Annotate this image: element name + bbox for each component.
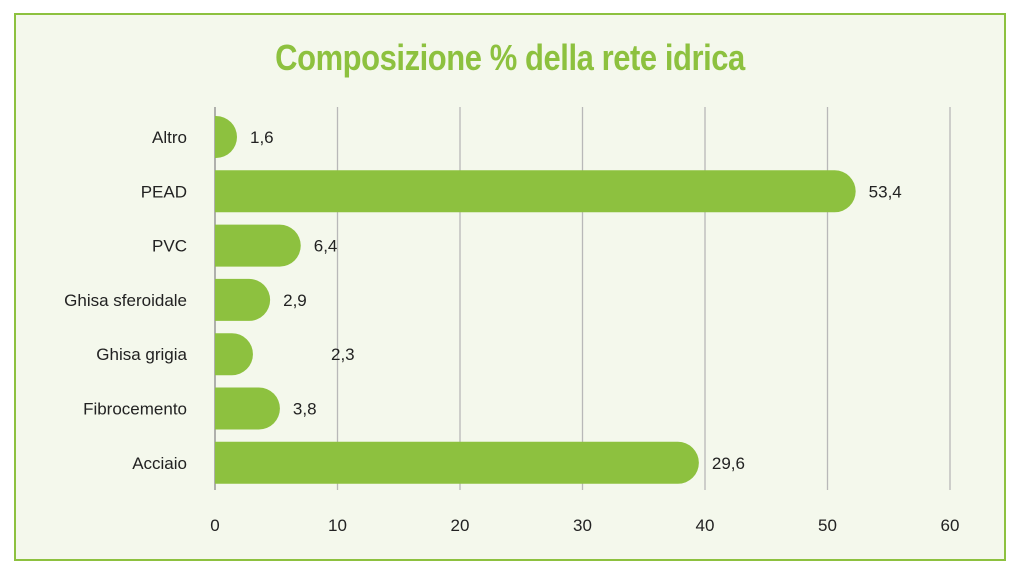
bar-acciaio — [215, 441, 699, 484]
x-tick-label-50: 50 — [818, 516, 837, 535]
category-label-pead: PEAD — [141, 182, 187, 201]
data-label-fibrocemento: 3,8 — [293, 400, 317, 419]
category-label-fibrocemento: Fibrocemento — [83, 400, 187, 419]
bar-pvc — [215, 224, 301, 267]
category-label-altro: Altro — [152, 128, 187, 147]
category-label-pvc: PVC — [152, 237, 187, 256]
bar-pead — [215, 170, 856, 213]
x-tick-label-60: 60 — [941, 516, 960, 535]
x-tick-label-30: 30 — [573, 516, 592, 535]
x-tick-label-20: 20 — [451, 516, 470, 535]
data-label-pead: 53,4 — [869, 182, 902, 201]
x-tick-label-10: 10 — [328, 516, 347, 535]
chart-title: Composizione % della rete idrica — [275, 37, 745, 78]
bar-fibrocemento — [215, 387, 280, 430]
category-label-ghisa-sferoidale: Ghisa sferoidale — [64, 291, 187, 310]
data-label-pvc: 6,4 — [314, 237, 338, 256]
data-label-ghisa-grigia: 2,3 — [331, 345, 355, 364]
bar-altro — [215, 116, 237, 158]
x-tick-label-0: 0 — [210, 516, 219, 535]
x-tick-label-40: 40 — [696, 516, 715, 535]
data-label-acciaio: 29,6 — [712, 454, 745, 473]
data-label-ghisa-sferoidale: 2,9 — [283, 291, 307, 310]
bar-ghisa-grigia — [215, 333, 253, 376]
category-label-acciaio: Acciaio — [132, 454, 187, 473]
category-label-ghisa-grigia: Ghisa grigia — [96, 345, 187, 364]
bar-ghisa-sferoidale — [215, 278, 271, 321]
data-label-altro: 1,6 — [250, 128, 274, 147]
